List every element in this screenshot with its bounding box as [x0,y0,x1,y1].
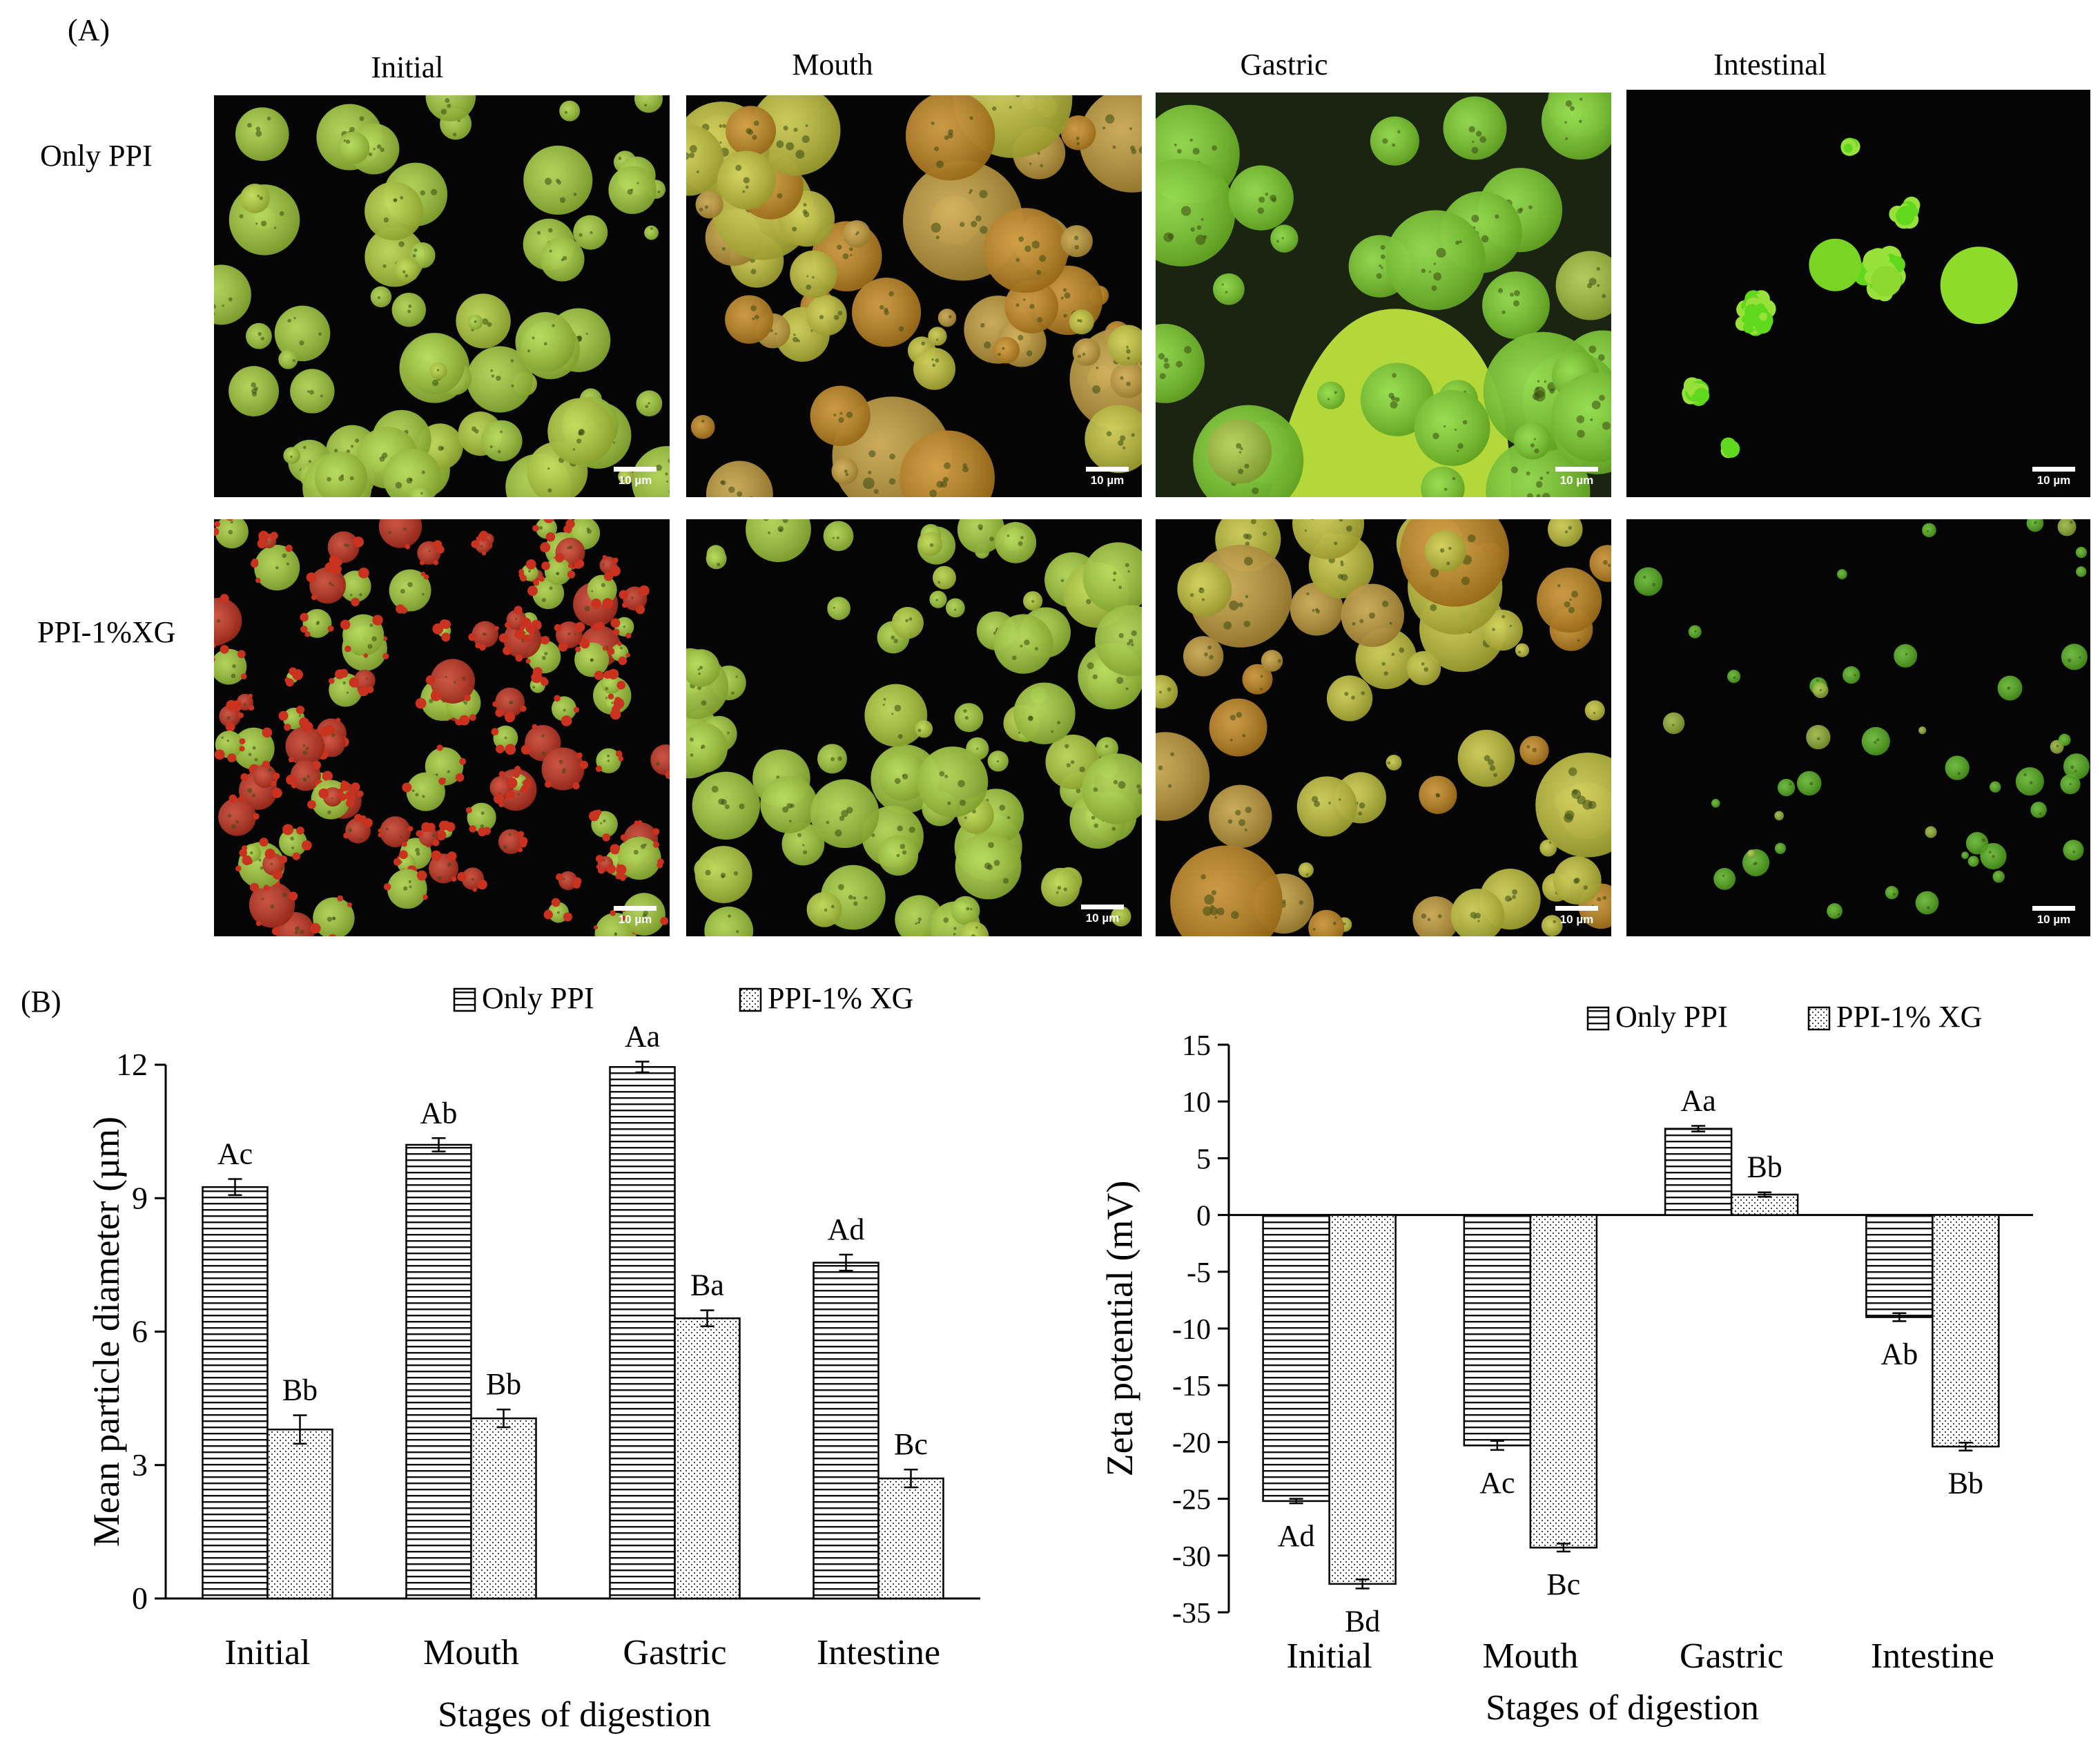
significance-letter: Ba [690,1268,724,1302]
y-tick-label: 12 [116,1047,148,1082]
significance-letter: Ac [1479,1466,1515,1500]
scale-bar: 10 µm [1553,906,1601,927]
y-tick-label: 0 [132,1581,148,1616]
legend-item: Only PPI [454,981,594,1015]
bar-only-ppi-intestine [1866,1215,1932,1317]
column-label-intestinal: Intestinal [1542,47,1998,82]
legend-item: PPI-1% XG [1809,1000,1982,1034]
x-tick-label: Mouth [1483,1636,1579,1676]
y-tick-label: -10 [1172,1314,1211,1346]
y-tick-label: -35 [1172,1598,1211,1630]
micrograph-ppi-xg-mouth: 10 µm [686,519,1142,936]
legend-item: PPI-1% XG [740,981,913,1015]
bar-ppi-xg-intestine [1932,1215,1999,1447]
svg-text:Only PPI: Only PPI [1615,1000,1728,1034]
scale-bar: 10 µm [611,906,659,927]
significance-letter: Bc [1546,1567,1580,1601]
scale-bar: 10 µm [1078,905,1127,925]
bar-ppi-xg-mouth [471,1418,536,1598]
bar-ppi-xg-mouth [1530,1215,1597,1548]
x-tick-label: Initial [1287,1636,1372,1676]
y-tick-label: -20 [1172,1427,1211,1459]
significance-letter: Ad [1278,1519,1315,1553]
significance-letter: Ac [217,1137,253,1171]
scale-bar: 10 µm [1083,467,1131,487]
x-axis-label: Stages of digestion [438,1695,711,1735]
x-tick-label: Gastric [1680,1636,1783,1676]
bar-ppi-xg-intestine [879,1478,944,1598]
y-tick-label: 3 [132,1447,148,1482]
bar-ppi-xg-initial [1330,1215,1396,1584]
significance-letter: Aa [625,1019,660,1053]
panel-b-label: (B) [21,984,61,1019]
column-label-gastric: Gastric [1056,47,1512,82]
column-label-mouth: Mouth [605,47,1060,82]
panel-a-label: (A) [68,12,110,48]
micrograph-only-ppi-intestinal: 10 µm [1626,90,2090,497]
scale-bar: 10 µm [2030,467,2078,487]
significance-letter: Aa [1680,1084,1715,1118]
x-tick-label: Mouth [423,1633,519,1672]
significance-letter: Ab [1880,1337,1918,1371]
row-label-only-ppi: Only PPI [40,138,153,173]
significance-letter: Bb [1948,1467,1983,1500]
y-tick-label: 0 [1196,1201,1211,1233]
column-label-initial: Initial [179,50,635,85]
x-axis-label: Stages of digestion [1486,1688,1759,1728]
bar-only-ppi-mouth [1464,1215,1530,1446]
bar-only-ppi-mouth [407,1145,471,1598]
micrograph-only-ppi-initial: 10 µm [214,95,670,497]
legend-item: Only PPI [1588,1000,1728,1034]
scale-bar: 10 µm [611,467,659,487]
micrograph-ppi-xg-initial: 10 µm [214,519,670,936]
micrograph-only-ppi-mouth: 10 µm [686,95,1142,497]
significance-letter: Ad [828,1213,865,1246]
scale-bar: 10 µm [1553,467,1601,487]
y-tick-label: 15 [1182,1030,1211,1062]
bar-ppi-xg-initial [268,1429,333,1598]
y-tick-label: -15 [1172,1371,1211,1402]
significance-letter: Bb [486,1367,521,1401]
svg-text:PPI-1% XG: PPI-1% XG [1836,1000,1982,1034]
y-tick-label: 6 [132,1314,148,1349]
significance-letter: Bb [1747,1150,1782,1184]
row-label-ppi-xg: PPI-1%XG [37,615,175,650]
scale-bar: 10 µm [2030,906,2078,927]
bar-only-ppi-initial [203,1187,268,1598]
y-tick-label: -30 [1172,1541,1211,1573]
y-tick-label: -5 [1187,1257,1211,1289]
x-tick-label: Gastric [623,1633,726,1672]
y-tick-label: 10 [1182,1087,1211,1119]
significance-letter: Bd [1345,1604,1380,1638]
bar-only-ppi-initial [1263,1215,1330,1501]
y-axis-label: Mean particle diameter (µm) [86,1117,127,1547]
x-tick-label: Intestine [817,1633,940,1672]
x-tick-label: Intestine [1871,1636,1994,1676]
particle-diameter-chart: 0 3 6 9 12 Ac Bb Initial Ab Bb Mouth Aa Ba Gastric Ad B… [83,967,1049,1758]
svg-text:Only PPI: Only PPI [482,981,594,1015]
bar-only-ppi-gastric [610,1067,675,1598]
micrograph-ppi-xg-gastric: 10 µm [1156,519,1611,936]
micrograph-ppi-xg-intestinal: 10 µm [1626,519,2090,936]
svg-text:PPI-1% XG: PPI-1% XG [768,981,913,1015]
y-tick-label: 5 [1196,1143,1211,1175]
y-tick-label: -25 [1172,1485,1211,1516]
bar-only-ppi-intestine [814,1263,879,1598]
x-tick-label: Initial [224,1633,310,1672]
significance-letter: Bb [282,1373,318,1407]
significance-letter: Bc [894,1427,928,1461]
significance-letter: Ab [420,1096,458,1130]
bar-only-ppi-gastric [1665,1129,1731,1215]
micrograph-only-ppi-gastric: 10 µm [1156,93,1611,497]
y-tick-label: 9 [132,1180,148,1215]
y-axis-label: Zeta potential (mV) [1099,1181,1140,1477]
bar-ppi-xg-gastric [675,1318,740,1598]
